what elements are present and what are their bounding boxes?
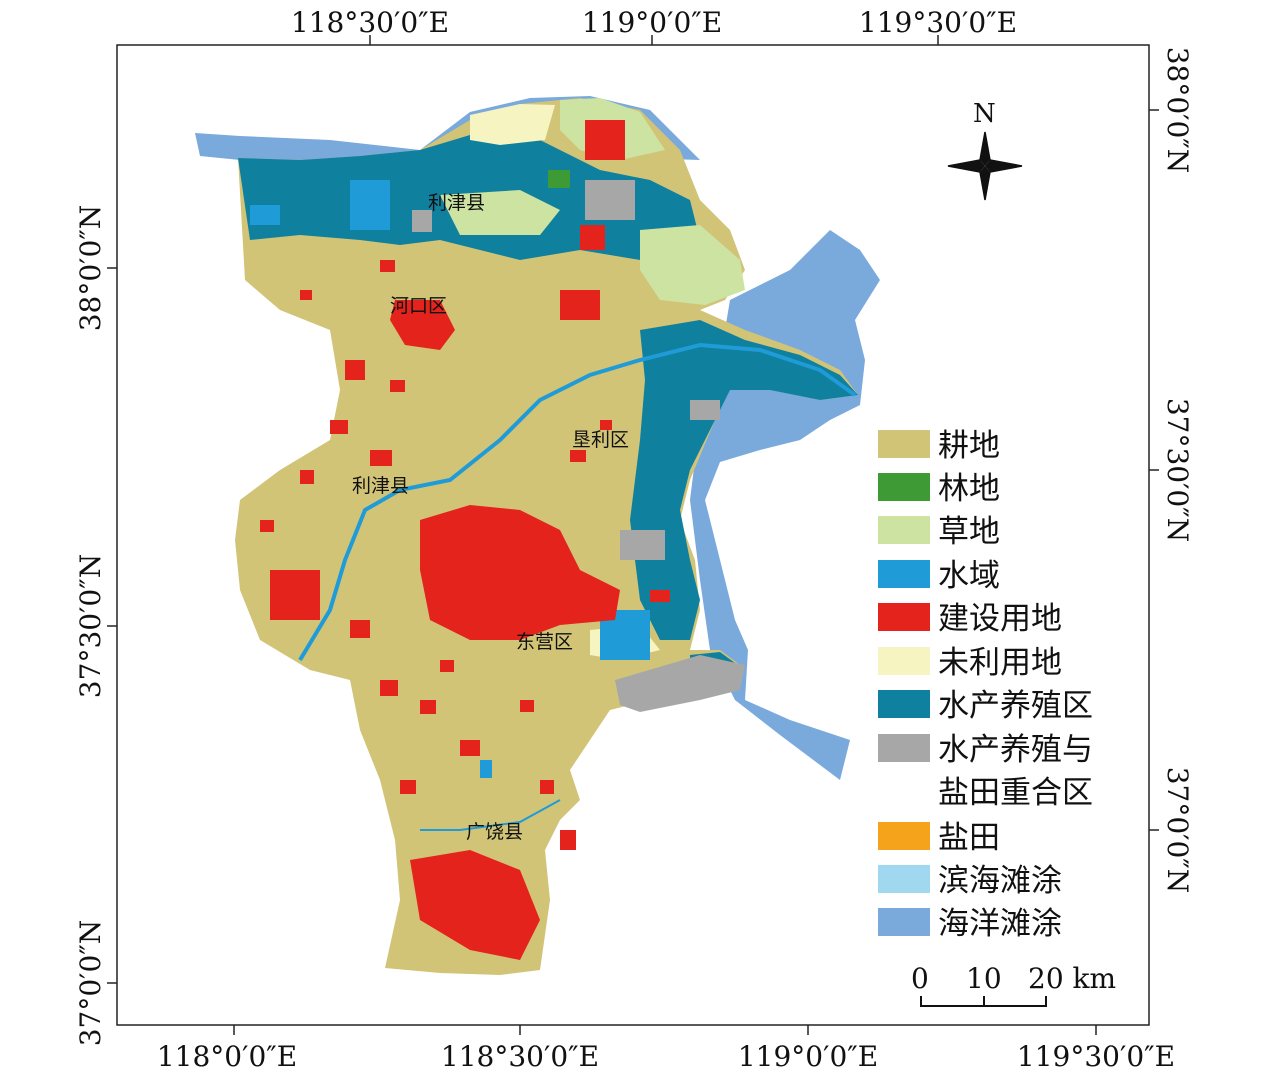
axis-labels-right: 38°0′0″N 37°30′0″N 37°0′0″N [1161,47,1194,894]
legend-item-grassland: 草地 [878,514,1000,550]
svg-text:118°30′0″E: 118°30′0″E [291,6,449,39]
svg-text:118°0′0″E: 118°0′0″E [157,1040,297,1073]
built-up-areas [260,120,670,960]
place-label-kenli: 垦利区 [572,429,629,451]
svg-text:38°0′0″N: 38°0′0″N [74,205,107,332]
svg-text:38°0′0″N: 38°0′0″N [1161,47,1194,174]
legend-item-aquaculture: 水产养殖区 [878,688,1093,724]
scale-bar: 0 10 20 km [911,962,1116,1007]
legend: 耕地 林地 草地 水域 建设用地 未利用地 水产养殖区 水产养殖与 盐田重合区 … [878,428,1093,942]
aquaculture-saltpan-zones [412,180,745,712]
svg-text:建设用地: 建设用地 [938,601,1062,637]
svg-text:119°30′0″E: 119°30′0″E [1017,1040,1175,1073]
legend-item-sea-flat: 海洋滩涂 [878,906,1062,942]
svg-text:耕地: 耕地 [938,428,1000,464]
svg-text:盐田: 盐田 [938,820,1000,856]
dongying-urban [420,505,620,640]
svg-text:海洋滩涂: 海洋滩涂 [938,906,1062,942]
place-label-dongying: 东营区 [516,631,573,653]
svg-text:草地: 草地 [938,514,1000,550]
north-label: N [973,99,996,129]
svg-text:林地: 林地 [938,471,1000,507]
forest-patch [548,170,570,188]
svg-text:水产养殖区: 水产养殖区 [938,688,1093,724]
svg-text:20 km: 20 km [1028,962,1116,995]
svg-text:盐田重合区: 盐田重合区 [938,775,1093,811]
svg-text:119°30′0″E: 119°30′0″E [859,6,1017,39]
axis-labels-left: 38°0′0″N 37°30′0″N 37°0′0″N [74,205,107,1047]
legend-item-unused: 未利用地 [878,645,1062,681]
svg-text:118°30′0″E: 118°30′0″E [441,1040,599,1073]
hekou-urban [390,300,455,350]
yellow-river [298,342,857,662]
frame-ticks [107,35,1159,1035]
svg-text:水产养殖与: 水产养殖与 [938,732,1093,768]
legend-item-aquaculture-saltpan: 水产养殖与 盐田重合区 [878,732,1093,811]
axis-labels-top: 118°30′0″E 119°0′0″E 119°30′0″E [291,6,1017,39]
svg-text:未利用地: 未利用地 [938,645,1062,681]
legend-item-water: 水域 [878,558,1000,594]
axis-labels-bottom: 118°0′0″E 118°30′0″E 119°0′0″E 119°30′0″… [157,1040,1175,1073]
place-label-guangrao: 广饶县 [466,821,523,843]
place-label-lijin-mid: 利津县 [352,475,409,497]
svg-text:滨海滩涂: 滨海滩涂 [938,863,1062,899]
legend-item-saltpan: 盐田 [878,820,1000,856]
svg-text:37°30′0″N: 37°30′0″N [1161,398,1194,542]
svg-text:37°0′0″N: 37°0′0″N [1161,767,1194,894]
aquaculture-east [630,320,858,640]
place-labels: 利津县 河口区 垦利区 利津县 东营区 广饶县 [352,192,629,843]
svg-text:10: 10 [966,962,1002,995]
legend-item-cropland: 耕地 [878,428,1000,464]
legend-item-forest: 林地 [878,471,1000,507]
svg-text:水域: 水域 [938,558,1000,594]
north-arrow: N [947,99,1023,201]
svg-text:37°30′0″N: 37°30′0″N [74,554,107,698]
place-label-hekou: 河口区 [390,295,447,317]
place-label-lijin-top: 利津县 [428,192,485,214]
guangrao-urban [410,850,540,960]
svg-text:119°0′0″E: 119°0′0″E [738,1040,878,1073]
svg-text:37°0′0″N: 37°0′0″N [74,920,107,1047]
legend-item-coastal-flat: 滨海滩涂 [878,863,1062,899]
svg-text:119°0′0″E: 119°0′0″E [582,6,722,39]
svg-text:0: 0 [911,962,929,995]
legend-item-built-up: 建设用地 [878,601,1062,637]
